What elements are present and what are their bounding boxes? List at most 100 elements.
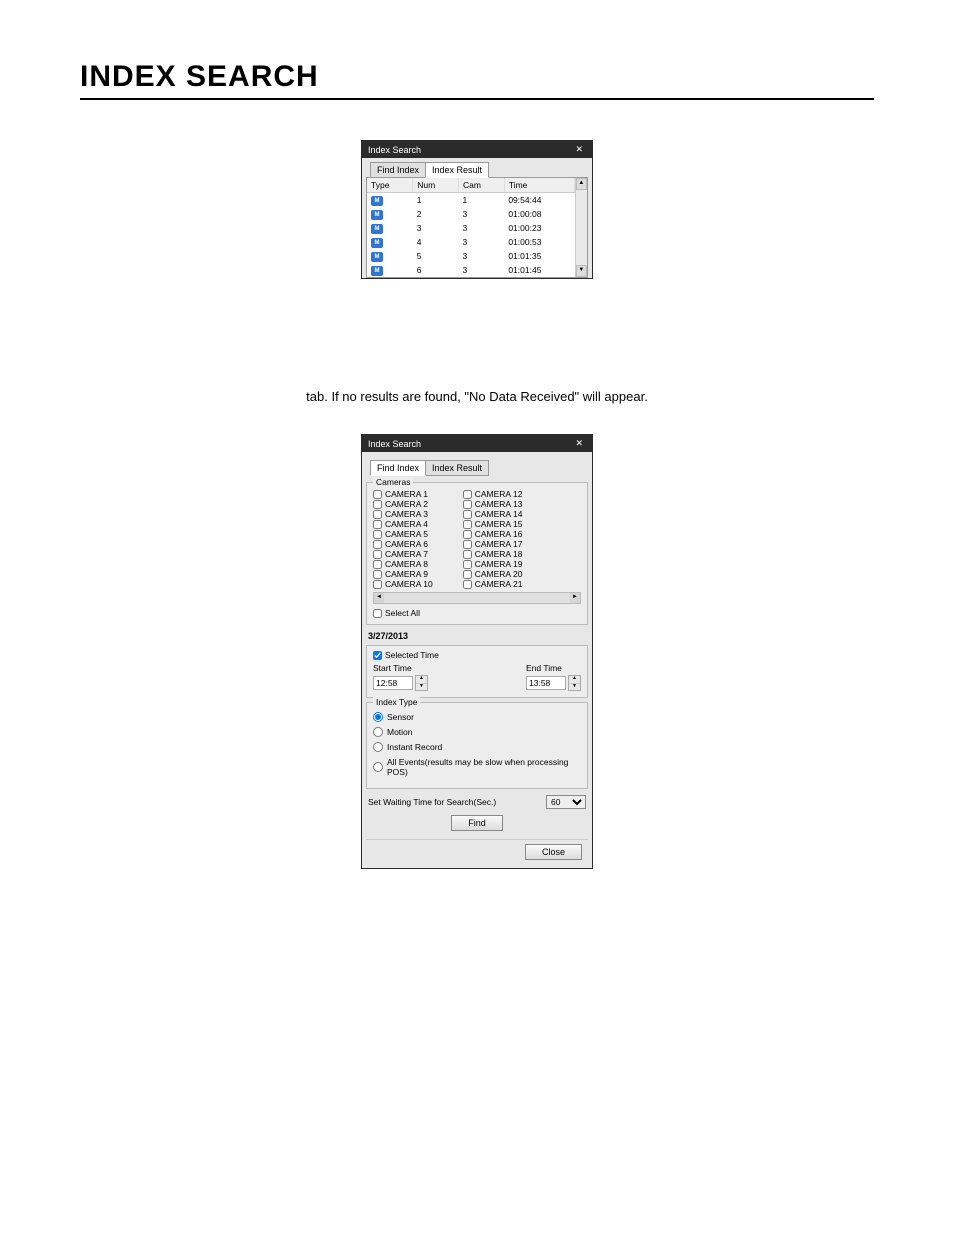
sensor-radio[interactable] [373, 712, 383, 722]
camera-checkbox-item[interactable]: CAMERA 18 [463, 549, 523, 559]
caption-text: tab. If no results are found, "No Data R… [80, 389, 874, 404]
camera-checkbox[interactable] [463, 510, 472, 519]
motion-radio[interactable] [373, 727, 383, 737]
table-row[interactable]: M2301:00:08 [367, 207, 574, 221]
tabs: Find Index Index Result [370, 162, 584, 178]
wait-time-label: Set Waiting Time for Search(Sec.) [368, 797, 496, 807]
camera-checkbox[interactable] [463, 560, 472, 569]
instant-record-label: Instant Record [387, 742, 442, 752]
result-table: Type Num Cam Time M1109:54:44M2301:00:08… [367, 178, 575, 277]
camera-checkbox-item[interactable]: CAMERA 15 [463, 519, 523, 529]
col-cam[interactable]: Cam [459, 178, 505, 193]
camera-checkbox[interactable] [463, 570, 472, 579]
dialog-titlebar: Index Search ✕ [362, 435, 592, 452]
horizontal-scrollbar[interactable]: ◄ ► [373, 592, 581, 604]
scroll-right-icon[interactable]: ► [570, 593, 580, 603]
tab-index-result[interactable]: Index Result [425, 162, 489, 178]
camera-checkbox-item[interactable]: CAMERA 13 [463, 499, 523, 509]
selected-time-checkbox[interactable] [373, 651, 382, 660]
vertical-scrollbar[interactable]: ▲ ▼ [575, 178, 587, 277]
end-time-label: End Time [526, 663, 581, 673]
camera-checkbox-item[interactable]: CAMERA 3 [373, 509, 433, 519]
camera-checkbox[interactable] [373, 500, 382, 509]
camera-checkbox[interactable] [373, 510, 382, 519]
camera-checkbox[interactable] [373, 520, 382, 529]
camera-checkbox-item[interactable]: CAMERA 5 [373, 529, 433, 539]
motion-type-icon: M [371, 224, 383, 234]
camera-checkbox-item[interactable]: CAMERA 8 [373, 559, 433, 569]
camera-checkbox-item[interactable]: CAMERA 7 [373, 549, 433, 559]
motion-label: Motion [387, 727, 413, 737]
close-icon[interactable]: ✕ [572, 144, 586, 155]
camera-label: CAMERA 8 [385, 559, 428, 569]
tab-index-result[interactable]: Index Result [425, 460, 489, 476]
col-type[interactable]: Type [367, 178, 413, 193]
table-row[interactable]: M5301:01:35 [367, 249, 574, 263]
all-events-label: All Events(results may be slow when proc… [387, 757, 581, 777]
camera-checkbox-item[interactable]: CAMERA 1 [373, 489, 433, 499]
camera-checkbox[interactable] [373, 530, 382, 539]
col-num[interactable]: Num [413, 178, 459, 193]
camera-checkbox[interactable] [463, 530, 472, 539]
camera-checkbox[interactable] [463, 540, 472, 549]
index-type-title: Index Type [373, 697, 420, 707]
camera-checkbox[interactable] [463, 580, 472, 589]
selected-time-label: Selected Time [385, 650, 439, 660]
camera-checkbox[interactable] [373, 490, 382, 499]
wait-time-select[interactable]: 60 [546, 795, 586, 809]
camera-checkbox[interactable] [463, 500, 472, 509]
camera-checkbox-item[interactable]: CAMERA 12 [463, 489, 523, 499]
motion-type-icon: M [371, 210, 383, 220]
select-all-checkbox[interactable] [373, 609, 382, 618]
camera-checkbox[interactable] [463, 550, 472, 559]
find-button[interactable]: Find [451, 815, 503, 831]
camera-checkbox-item[interactable]: CAMERA 2 [373, 499, 433, 509]
camera-checkbox[interactable] [463, 490, 472, 499]
camera-label: CAMERA 9 [385, 569, 428, 579]
all-events-radio[interactable] [373, 762, 383, 772]
camera-label: CAMERA 12 [475, 489, 523, 499]
instant-record-radio[interactable] [373, 742, 383, 752]
tab-find-index[interactable]: Find Index [370, 460, 426, 476]
table-row[interactable]: M4301:00:53 [367, 235, 574, 249]
motion-type-icon: M [371, 252, 383, 262]
col-time[interactable]: Time [504, 178, 574, 193]
scroll-up-icon[interactable]: ▲ [576, 178, 587, 190]
camera-checkbox[interactable] [373, 570, 382, 579]
scroll-left-icon[interactable]: ◄ [374, 593, 384, 603]
close-icon[interactable]: ✕ [572, 438, 586, 449]
close-button[interactable]: Close [525, 844, 582, 860]
motion-type-icon: M [371, 266, 383, 276]
camera-label: CAMERA 6 [385, 539, 428, 549]
camera-checkbox-item[interactable]: CAMERA 9 [373, 569, 433, 579]
camera-checkbox[interactable] [373, 540, 382, 549]
camera-checkbox[interactable] [373, 560, 382, 569]
table-row[interactable]: M1109:54:44 [367, 193, 574, 208]
camera-label: CAMERA 17 [475, 539, 523, 549]
end-time-spinner[interactable]: ▲▼ [568, 675, 581, 691]
start-time-spinner[interactable]: ▲▼ [415, 675, 428, 691]
scroll-down-icon[interactable]: ▼ [576, 265, 587, 277]
camera-checkbox[interactable] [463, 520, 472, 529]
camera-checkbox[interactable] [373, 580, 382, 589]
table-row[interactable]: M3301:00:23 [367, 221, 574, 235]
start-time-label: Start Time [373, 663, 428, 673]
table-row[interactable]: M6301:01:45 [367, 263, 574, 277]
end-time-input[interactable] [526, 676, 566, 690]
camera-label: CAMERA 16 [475, 529, 523, 539]
start-time-input[interactable] [373, 676, 413, 690]
camera-checkbox-item[interactable]: CAMERA 21 [463, 579, 523, 589]
camera-checkbox-item[interactable]: CAMERA 6 [373, 539, 433, 549]
camera-checkbox-item[interactable]: CAMERA 17 [463, 539, 523, 549]
camera-label: CAMERA 14 [475, 509, 523, 519]
camera-checkbox-item[interactable]: CAMERA 10 [373, 579, 433, 589]
camera-checkbox[interactable] [373, 550, 382, 559]
camera-label: CAMERA 10 [385, 579, 433, 589]
camera-checkbox-item[interactable]: CAMERA 14 [463, 509, 523, 519]
camera-checkbox-item[interactable]: CAMERA 20 [463, 569, 523, 579]
tab-find-index[interactable]: Find Index [370, 162, 426, 178]
select-all-label: Select All [385, 608, 420, 618]
camera-checkbox-item[interactable]: CAMERA 16 [463, 529, 523, 539]
camera-checkbox-item[interactable]: CAMERA 4 [373, 519, 433, 529]
camera-checkbox-item[interactable]: CAMERA 19 [463, 559, 523, 569]
